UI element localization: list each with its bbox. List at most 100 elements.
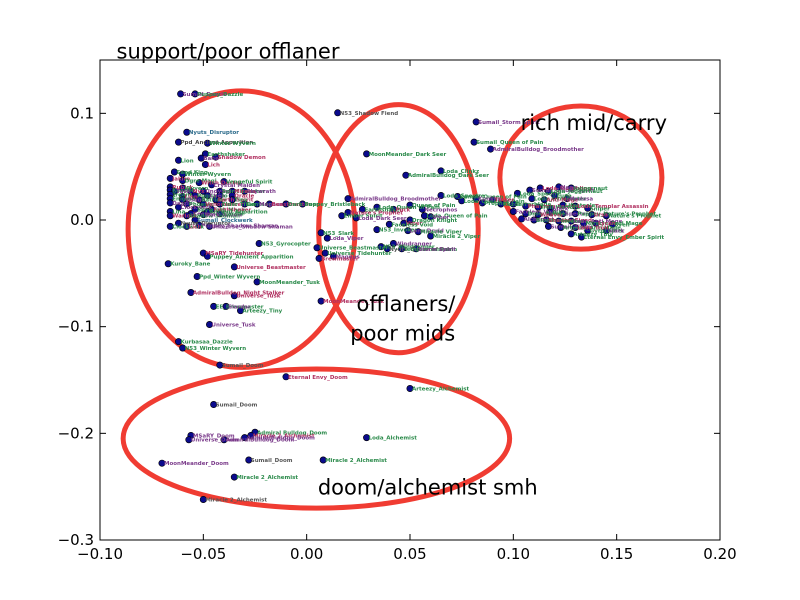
data-label: Magnus bbox=[259, 202, 284, 208]
data-point bbox=[299, 200, 307, 208]
data-label: Universe_Shadow Shaman bbox=[212, 224, 293, 230]
data-point bbox=[187, 187, 195, 195]
y-tick-label: −0.3 bbox=[58, 531, 94, 549]
data-point bbox=[191, 191, 199, 199]
data-point bbox=[230, 292, 238, 300]
data-point bbox=[166, 174, 174, 182]
data-label: Lich bbox=[207, 163, 220, 169]
data-label: Skywrath bbox=[247, 189, 276, 195]
annotations: support/poor offlaner rich mid/carry offla… bbox=[117, 39, 667, 499]
data-label: Bane bbox=[203, 156, 219, 162]
data-point bbox=[175, 138, 183, 146]
data-label: Arteezy_Anti Mage bbox=[563, 225, 621, 231]
data-label: Puppey_Ancient Apparition bbox=[209, 254, 293, 260]
data-point bbox=[317, 229, 325, 237]
data-label: Sniper bbox=[590, 206, 610, 212]
data-point bbox=[321, 249, 329, 257]
data-label: Oracle bbox=[234, 193, 254, 199]
data-label: Lion bbox=[181, 158, 194, 164]
data-label: Venomancer bbox=[205, 202, 244, 208]
data-label: Miracle 2_Alchemist bbox=[236, 475, 298, 481]
data-label: Loda_Dark Seer bbox=[358, 216, 407, 222]
data-label: Warlock bbox=[172, 214, 197, 220]
data-point bbox=[195, 196, 203, 204]
data-point bbox=[588, 211, 596, 219]
data-label: Loda_Anti Mage bbox=[573, 219, 622, 225]
x-tick-label: −0.10 bbox=[77, 545, 123, 563]
data-label: Undying bbox=[205, 189, 231, 195]
data-label: Miracle_Anti Mage bbox=[586, 221, 643, 227]
data-point bbox=[185, 436, 193, 444]
data-label: Vengeful Spirit bbox=[226, 180, 273, 186]
data-point bbox=[544, 187, 552, 195]
data-label: Lycan bbox=[598, 221, 616, 227]
data-label: Puck bbox=[395, 207, 410, 213]
data-point bbox=[406, 385, 414, 393]
data-label: Elder Titan bbox=[222, 202, 256, 208]
data-point bbox=[478, 199, 486, 207]
data-label: Dark Willow bbox=[205, 213, 242, 219]
data-label: Sumail_Storm Spirit bbox=[478, 120, 540, 126]
data-point bbox=[580, 219, 588, 227]
data-label: AdmiralBulldog_Broodmother bbox=[493, 147, 585, 153]
data-point bbox=[373, 203, 381, 211]
data-point bbox=[584, 227, 592, 235]
data-point bbox=[177, 90, 185, 98]
data-label: Wyvern bbox=[185, 186, 209, 192]
data-point bbox=[179, 184, 187, 192]
data-label: AdmiralBulldog_Dark Seer bbox=[408, 173, 489, 179]
data-label: N53_Winter Wyvern bbox=[185, 346, 247, 352]
data-label: Clockwerk bbox=[172, 224, 204, 230]
data-point bbox=[228, 196, 236, 204]
data-point bbox=[385, 220, 393, 228]
data-point bbox=[542, 216, 550, 224]
data-point bbox=[323, 234, 331, 242]
data-label: Loda_Queen of Pain bbox=[379, 205, 440, 211]
data-label: Chen bbox=[209, 193, 225, 199]
data-point bbox=[208, 181, 216, 189]
data-label: Necrophos bbox=[424, 207, 458, 213]
cluster-ellipse-doom-cluster bbox=[120, 366, 513, 511]
cluster-ellipses bbox=[120, 88, 665, 511]
data-label: Troll Warlord bbox=[540, 205, 580, 211]
data-point bbox=[199, 211, 207, 219]
data-label: N53_Invoker bbox=[379, 228, 418, 234]
data-point bbox=[522, 202, 530, 210]
data-label: Gyrocopter bbox=[590, 229, 625, 235]
data-label: Arteezy_Alchemist bbox=[412, 387, 470, 393]
data-point bbox=[164, 260, 172, 268]
data-point bbox=[571, 202, 579, 210]
y-tick-label: −0.1 bbox=[58, 318, 94, 336]
data-label: Tiny bbox=[234, 198, 248, 204]
data-point bbox=[518, 215, 526, 223]
data-label: Universe_Beastmaster bbox=[319, 246, 389, 252]
data-point bbox=[414, 228, 422, 236]
data-point bbox=[315, 254, 323, 262]
data-point bbox=[363, 150, 371, 158]
data-label: Lina bbox=[172, 209, 185, 215]
data-label: MSaRY_Tidehunter bbox=[205, 251, 263, 257]
data-label: Lone Druid bbox=[410, 229, 444, 235]
data-label: Dragon Knight bbox=[412, 218, 457, 224]
data-point bbox=[470, 138, 478, 146]
data-label: Loda_Queen of Pain bbox=[464, 199, 525, 205]
data-label: Universe_Doom bbox=[191, 438, 239, 444]
data-label: Nature's Prophet bbox=[350, 211, 403, 217]
data-label: Nyuts_Disruptor bbox=[181, 221, 231, 227]
data-label: Weaver bbox=[540, 213, 564, 219]
data-point bbox=[389, 205, 397, 213]
data-label: Luna bbox=[557, 193, 572, 199]
y-tick-label: 0.0 bbox=[70, 211, 94, 229]
data-point bbox=[559, 201, 567, 209]
data-label: Keeper bbox=[193, 212, 215, 218]
data-label: Slark bbox=[553, 206, 569, 212]
data-point bbox=[358, 205, 366, 213]
axis-ticks: −0.10 −0.05 0.00 0.05 0.10 0.15 0.20 0.1 0.0 −0.1… bbox=[58, 60, 737, 563]
data-label: Universe_Tusk bbox=[236, 294, 280, 300]
data-label: Earth Spirit bbox=[218, 198, 254, 204]
y-tick-label: 0.1 bbox=[70, 104, 94, 122]
data-label: Phantom Lancer bbox=[528, 204, 579, 210]
data-label: Universe_Tusk bbox=[212, 323, 256, 329]
data-label: Bloodseeker bbox=[536, 218, 575, 224]
data-point bbox=[352, 214, 360, 222]
